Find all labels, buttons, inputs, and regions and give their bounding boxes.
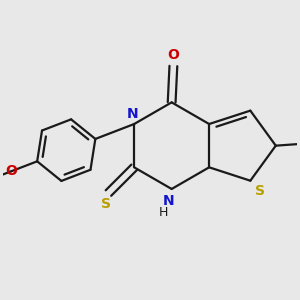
Text: N: N [127, 106, 138, 121]
Text: H: H [159, 206, 169, 219]
Text: S: S [101, 196, 111, 211]
Text: O: O [167, 48, 179, 62]
Text: N: N [163, 194, 175, 208]
Text: O: O [5, 164, 17, 178]
Text: S: S [255, 184, 265, 198]
